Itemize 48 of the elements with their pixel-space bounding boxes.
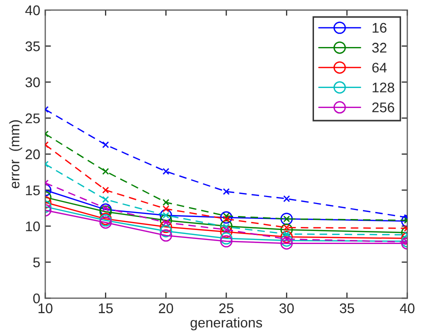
point	[280, 237, 293, 250]
point	[99, 206, 112, 218]
legend-label: 128	[372, 82, 394, 92]
point	[280, 212, 293, 226]
x-tick-label: 35	[340, 303, 354, 314]
point	[102, 186, 109, 194]
y-tick-label: 20	[26, 149, 40, 160]
x-tick-label: 30	[279, 303, 294, 314]
point	[102, 141, 109, 148]
point	[280, 234, 293, 247]
point	[280, 230, 293, 244]
y-tick-label: 5	[33, 258, 40, 268]
point	[162, 205, 170, 212]
y-tick-label: 35	[25, 41, 40, 52]
point	[280, 224, 293, 236]
point	[220, 235, 232, 248]
point	[162, 198, 170, 206]
y-tick-label: 25	[26, 113, 40, 124]
point	[220, 232, 232, 245]
y-tick-label: 15	[26, 186, 40, 196]
point	[99, 203, 112, 216]
point	[102, 196, 109, 203]
x-tick-label: 40	[400, 303, 414, 314]
legend-label: 32	[372, 42, 386, 53]
x-tick-label: 25	[219, 303, 234, 314]
point	[220, 226, 232, 238]
point	[160, 214, 172, 227]
y-tick-label: 30	[25, 77, 40, 88]
y-axis-title: error (mm)	[9, 120, 22, 188]
x-tick-label: 15	[98, 304, 113, 314]
point	[162, 168, 170, 175]
point	[160, 229, 172, 242]
point	[283, 195, 290, 202]
y-tick-label: 0	[33, 293, 40, 304]
point	[160, 209, 172, 222]
legend-label: 256	[372, 102, 394, 112]
point	[102, 168, 109, 175]
point	[222, 188, 230, 195]
legend-label: 64	[372, 62, 387, 73]
point	[160, 220, 172, 234]
x-axis-title: generations	[190, 317, 262, 330]
y-tick-label: 10	[26, 221, 40, 232]
x-tick-label: 20	[158, 303, 174, 314]
point	[160, 224, 172, 238]
point	[220, 211, 232, 224]
point	[220, 220, 232, 232]
y-tick-label: 40	[25, 5, 40, 16]
legend-label: 16	[372, 22, 386, 33]
